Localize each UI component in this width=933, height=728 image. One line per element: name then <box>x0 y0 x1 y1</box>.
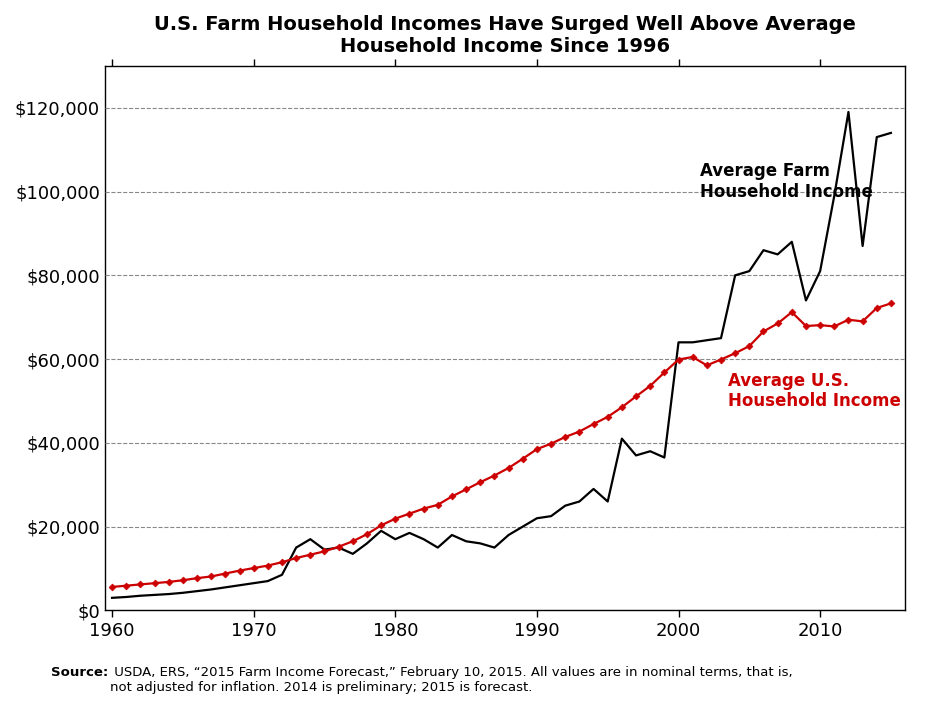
Text: Source:: Source: <box>51 666 108 679</box>
Text: Average U.S.
Household Income: Average U.S. Household Income <box>728 372 901 411</box>
Title: U.S. Farm Household Incomes Have Surged Well Above Average
Household Income Sinc: U.S. Farm Household Incomes Have Surged … <box>154 15 856 56</box>
Text: Average Farm
Household Income: Average Farm Household Income <box>700 162 872 201</box>
Text: USDA, ERS, “2015 Farm Income Forecast,” February 10, 2015. All values are in nom: USDA, ERS, “2015 Farm Income Forecast,” … <box>110 666 793 694</box>
